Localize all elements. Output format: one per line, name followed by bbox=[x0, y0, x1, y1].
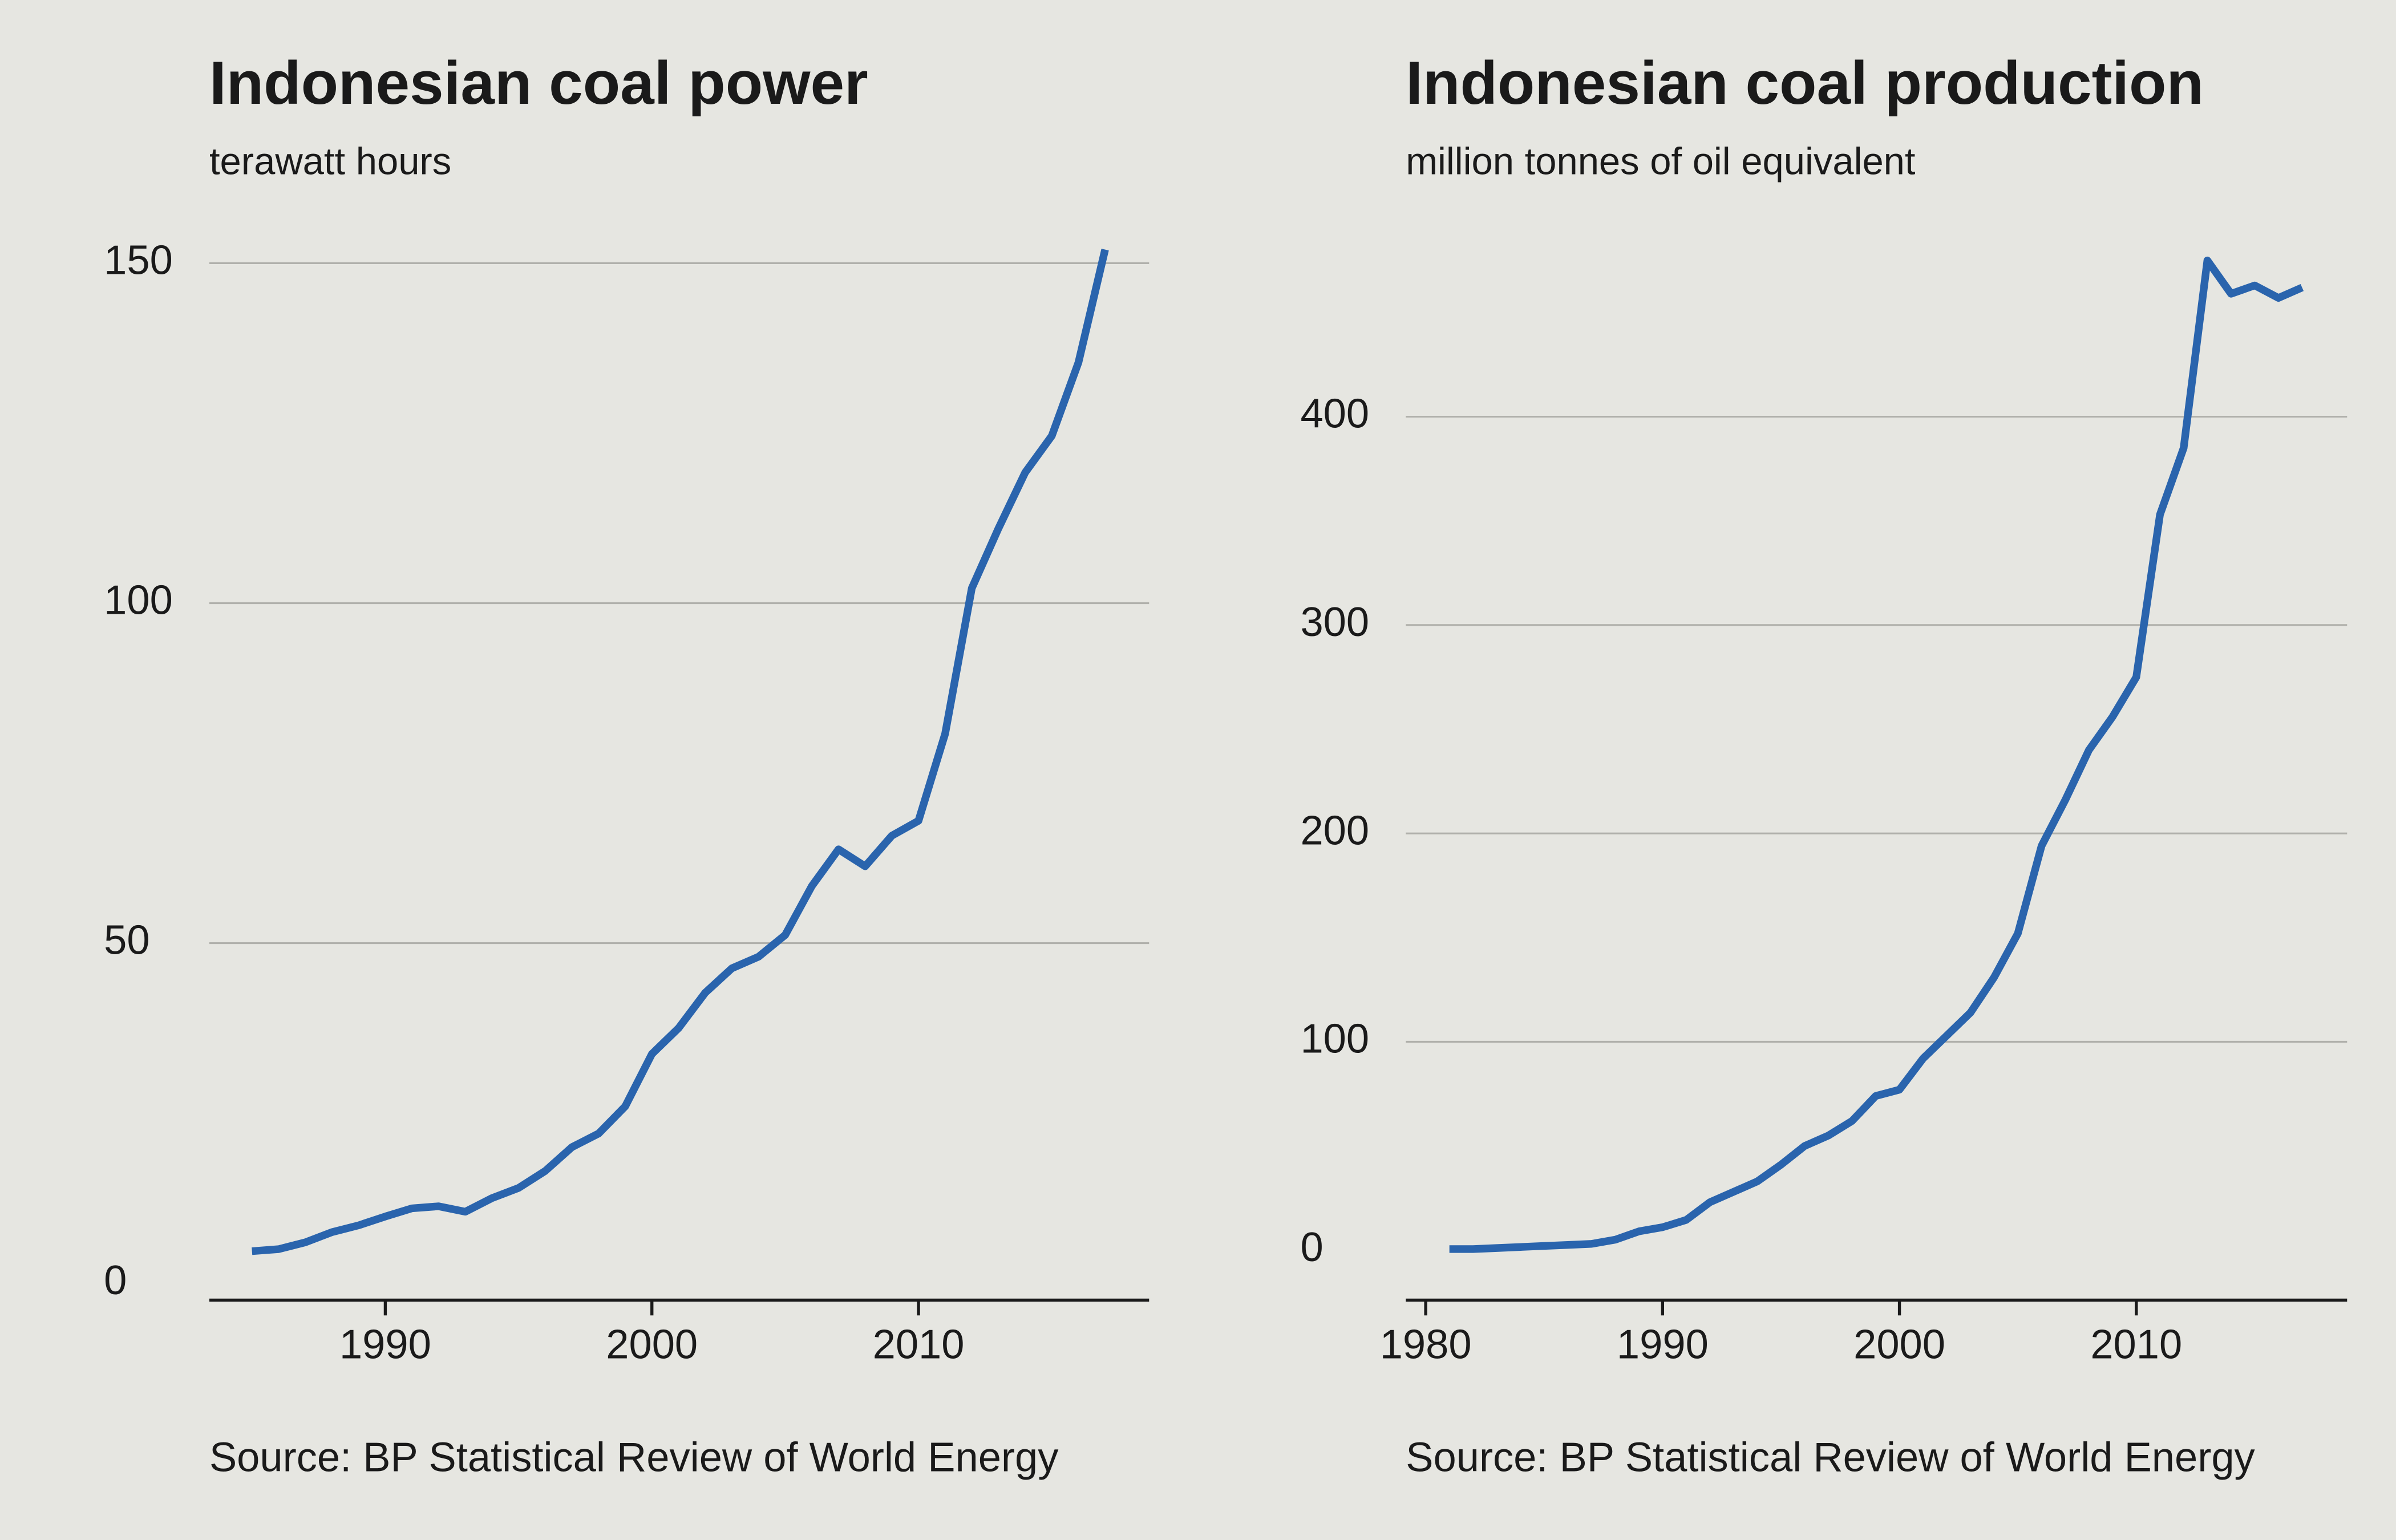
y-tick-label: 300 bbox=[1300, 599, 1369, 645]
data-line bbox=[1449, 256, 2304, 1253]
y-tick-label: 100 bbox=[104, 578, 173, 623]
y-tick-label: 100 bbox=[1300, 1016, 1369, 1062]
x-tick-label: 2010 bbox=[2090, 1322, 2182, 1368]
x-tick-label: 2000 bbox=[1853, 1322, 1945, 1368]
y-tick-label: 0 bbox=[104, 1258, 127, 1303]
x-tick-label: 1990 bbox=[339, 1322, 431, 1368]
data-line bbox=[252, 249, 1109, 1255]
x-tick-label: 2000 bbox=[606, 1322, 698, 1368]
x-tick-label: 1980 bbox=[1380, 1322, 1472, 1368]
x-tick-label: 1990 bbox=[1617, 1322, 1709, 1368]
y-tick-label: 0 bbox=[1300, 1225, 1323, 1270]
chart-subtitle: terawatt hours bbox=[209, 140, 451, 183]
y-tick-label: 50 bbox=[104, 918, 149, 963]
source-note: Source: BP Statistical Review of World E… bbox=[209, 1434, 1059, 1480]
chart-title: Indonesian coal production bbox=[1406, 48, 2204, 117]
x-tick-label: 2010 bbox=[873, 1322, 965, 1368]
chart-subtitle: million tonnes of oil equivalent bbox=[1406, 140, 1916, 183]
y-tick-label: 400 bbox=[1300, 391, 1369, 437]
y-tick-label: 200 bbox=[1300, 808, 1369, 853]
y-tick-label: 150 bbox=[104, 238, 173, 283]
chart-title: Indonesian coal power bbox=[209, 48, 868, 117]
source-note: Source: BP Statistical Review of World E… bbox=[1406, 1434, 2255, 1480]
